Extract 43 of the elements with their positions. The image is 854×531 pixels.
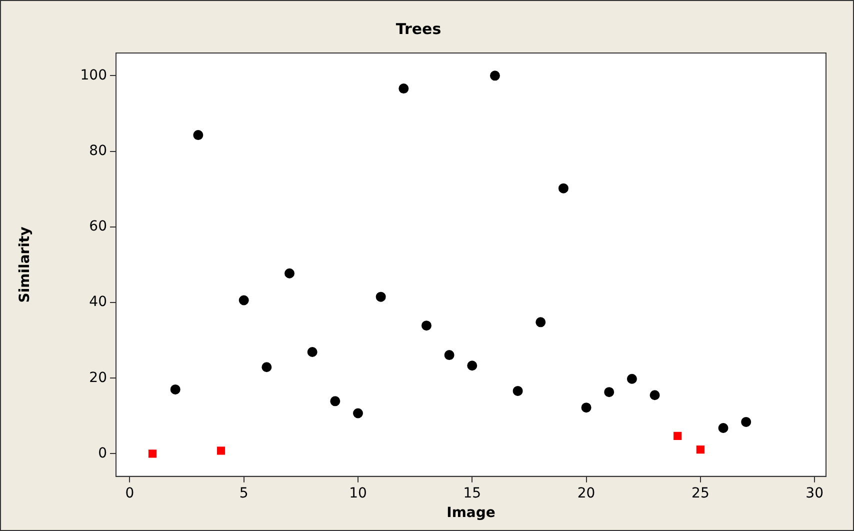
point	[444, 350, 454, 360]
x-tick-label: 0	[125, 485, 134, 502]
x-axis-title: Image	[446, 505, 496, 522]
point	[604, 387, 614, 398]
point	[307, 347, 318, 358]
point	[558, 183, 568, 194]
point	[650, 390, 660, 400]
chart-title: Trees	[396, 20, 442, 38]
y-tick-label: 100	[80, 67, 107, 84]
point	[148, 450, 157, 458]
point	[238, 295, 249, 306]
point	[674, 432, 682, 440]
point	[284, 268, 295, 278]
point	[718, 423, 728, 434]
point	[490, 70, 500, 81]
point	[467, 360, 478, 371]
y-tick-label: 80	[89, 142, 107, 159]
point	[696, 446, 704, 454]
x-tick-label: 5	[239, 485, 248, 502]
y-axis-title: Similarity	[17, 226, 34, 303]
point	[741, 416, 752, 427]
x-tick-label: 20	[577, 485, 596, 502]
point	[398, 84, 409, 94]
point	[216, 446, 226, 455]
y-tick-label: 0	[98, 445, 107, 462]
point	[376, 292, 386, 302]
point	[330, 396, 340, 406]
point	[262, 362, 272, 372]
x-tick-label: 15	[463, 485, 482, 502]
point	[193, 130, 204, 140]
point	[626, 374, 637, 384]
point	[352, 408, 363, 418]
x-tick-label: 30	[806, 485, 824, 502]
y-tick-label: 40	[89, 294, 107, 310]
point	[512, 386, 523, 396]
x-tick-label: 10	[349, 485, 367, 502]
point	[536, 317, 546, 328]
y-tick-label: 60	[89, 218, 107, 235]
x-tick-label: 25	[692, 485, 710, 502]
point	[581, 402, 592, 413]
y-tick-label: 20	[89, 370, 107, 386]
point	[421, 320, 432, 331]
point	[170, 384, 180, 394]
